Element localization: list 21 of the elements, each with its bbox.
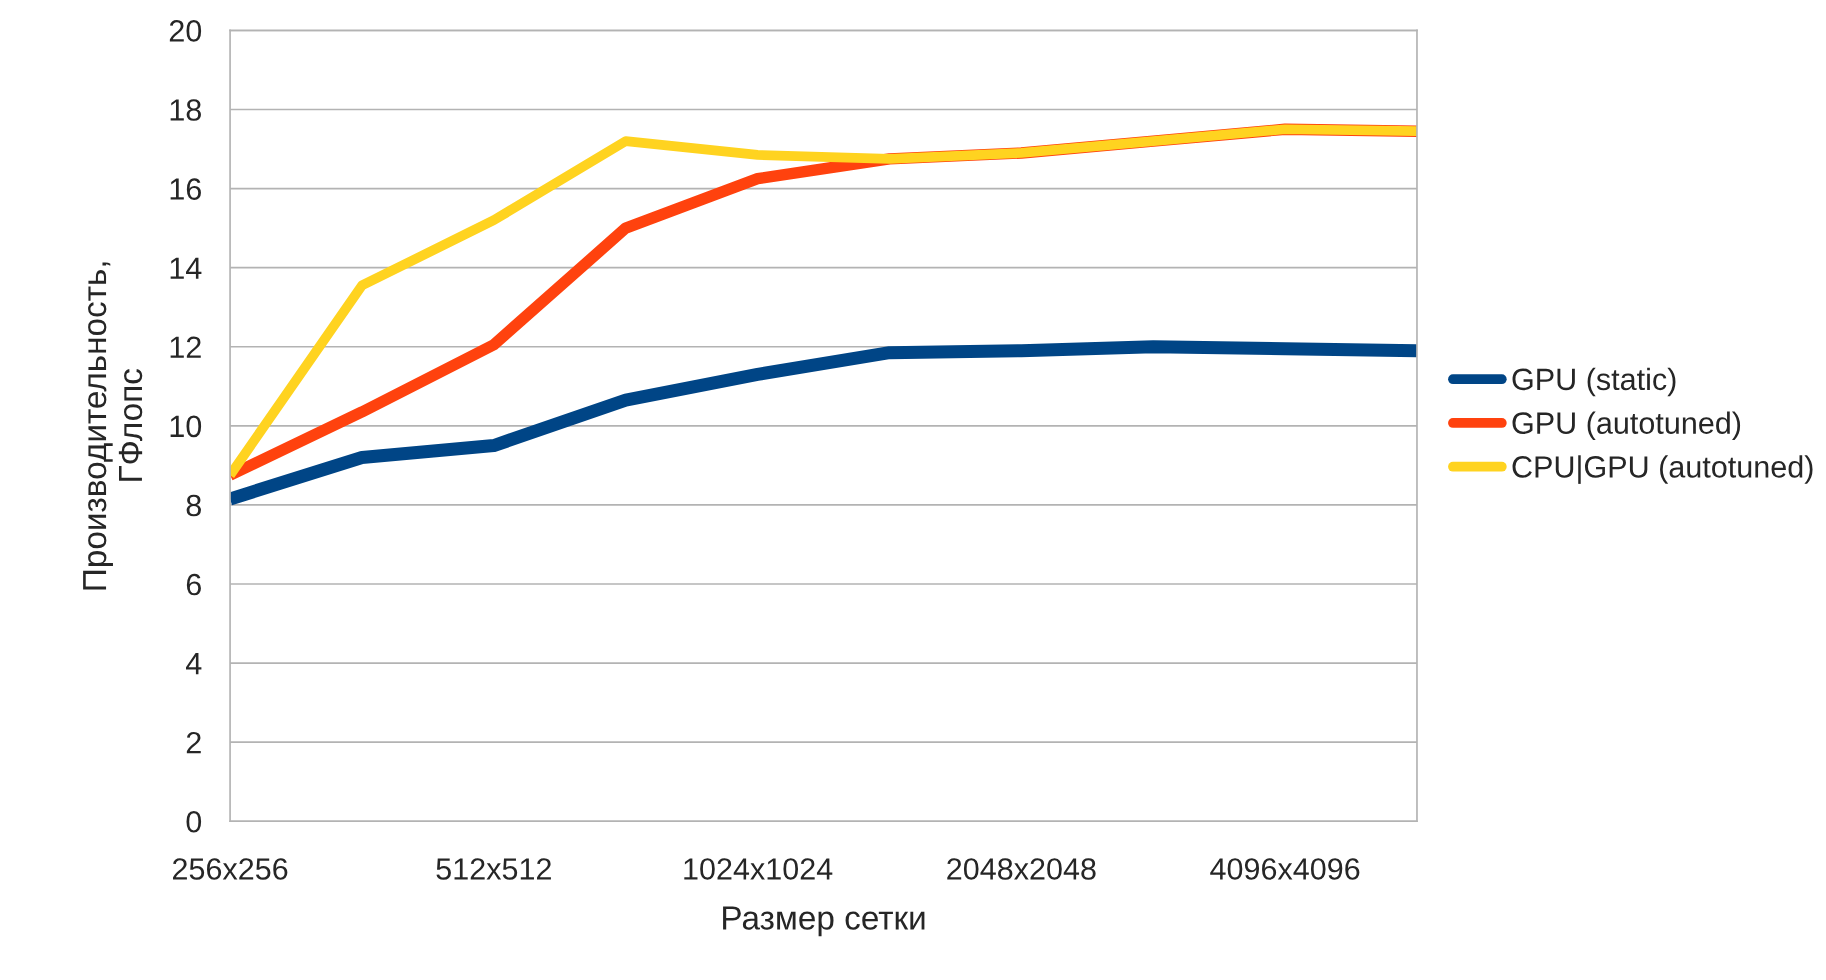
y-tick-label: 8: [186, 494, 201, 517]
y-tick-label: 0: [186, 810, 202, 833]
legend-label: CPU|GPU (autotuned): [1512, 455, 1813, 484]
y-tick-label: 10: [170, 415, 202, 438]
legend-label: GPU (static): [1512, 367, 1676, 397]
y-tick-label: 14: [170, 257, 202, 279]
x-axis-title: Размер сетки: [723, 906, 925, 937]
x-tick-label: 1024x1024: [684, 858, 833, 880]
y-axis-title: Производительность, ГФлопс: [83, 262, 143, 590]
x-tick-label: 4096x4096: [1210, 858, 1360, 880]
y-tick-label: 18: [170, 99, 201, 121]
x-tick-label: 512x512: [436, 858, 551, 880]
y-tick-label: 6: [186, 573, 201, 596]
legend-label: GPU (autotuned): [1512, 411, 1741, 440]
x-tick-label: 2048x2048: [947, 858, 1096, 880]
y-tick-label: 20: [169, 20, 202, 42]
y-tick-label: 12: [170, 336, 201, 358]
y-tick-label: 16: [170, 178, 201, 200]
x-tick-label: 256x256: [173, 858, 288, 880]
y-tick-label: 2: [186, 731, 201, 754]
y-tick-label: 4: [186, 653, 202, 675]
